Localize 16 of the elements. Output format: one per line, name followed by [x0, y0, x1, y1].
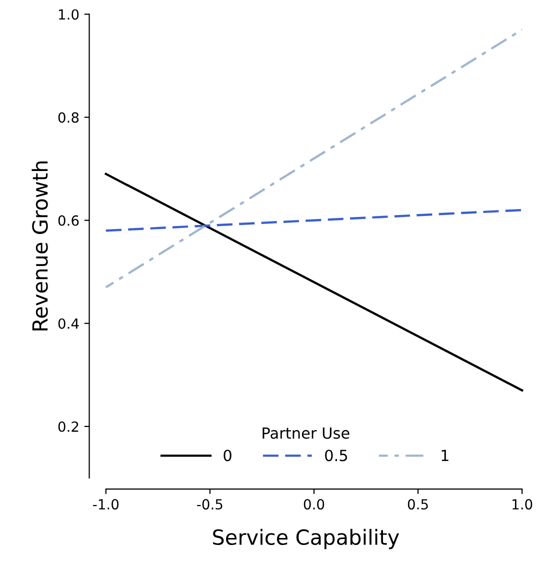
- legend-label: 0.5: [325, 450, 348, 462]
- y-tick-label: 0.2: [58, 421, 78, 432]
- y-axis-title: Revenue Growth: [32, 161, 48, 330]
- x-tick-label: 1.0: [512, 499, 532, 510]
- legend-title: Partner Use: [262, 427, 350, 439]
- y-tick-label: 0.6: [58, 215, 79, 226]
- x-tick-label: -0.5: [197, 499, 222, 510]
- y-tick-label: 0.4: [58, 318, 79, 329]
- legend-label: 0: [224, 450, 232, 462]
- x-axis-title: Service Capability: [213, 528, 400, 550]
- x-tick-label: -1.0: [93, 499, 119, 510]
- y-tick-label: 1.0: [58, 9, 79, 20]
- x-tick-label: 0.5: [408, 499, 428, 510]
- y-tick-label: 0.8: [58, 112, 79, 123]
- legend-label: 1: [442, 450, 448, 462]
- x-tick-label: 0.0: [304, 499, 324, 510]
